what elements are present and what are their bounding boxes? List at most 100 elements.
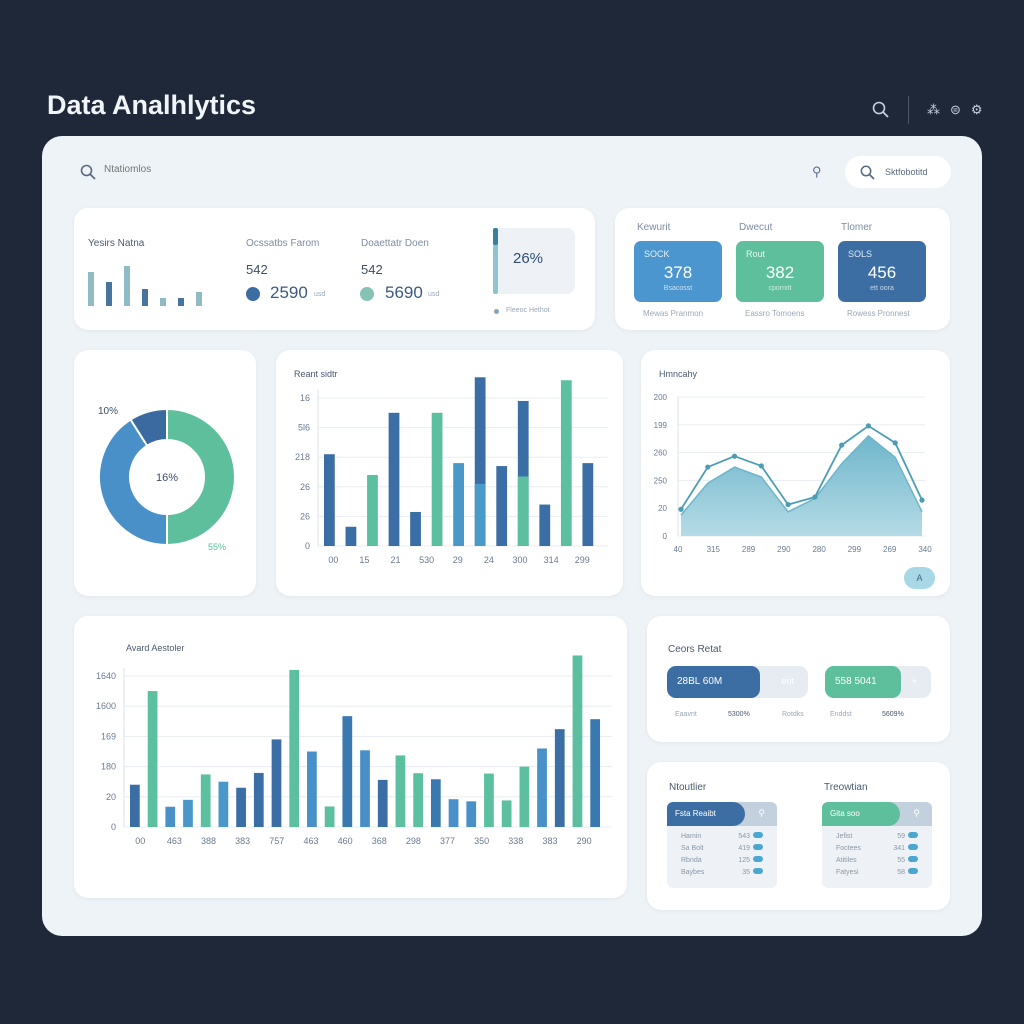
kpi-tile[interactable]: SOCK 378 Bsacosst [634,241,722,302]
bar[interactable] [572,655,583,827]
bar[interactable] [324,806,335,827]
data-point[interactable] [812,494,818,500]
bar[interactable] [324,454,335,546]
data-point[interactable] [785,501,791,508]
bar[interactable] [496,466,508,546]
kpi-tile[interactable]: Rout 382 cpornitt [736,241,824,302]
stat2-metric: 5690 [385,283,423,302]
data-point[interactable] [839,442,845,448]
bar[interactable] [289,669,300,827]
bar[interactable] [519,766,530,827]
bar[interactable] [537,748,547,827]
data-point[interactable] [705,464,711,470]
bar[interactable] [554,729,565,827]
bar[interactable] [453,463,464,546]
caption: 5609% [882,711,904,718]
y-tick-label: 250 [654,476,668,485]
bar[interactable] [360,750,370,827]
bar[interactable] [342,716,353,827]
y-tick-label: 260 [654,449,668,458]
data-point[interactable] [919,497,925,503]
bar-segment[interactable] [474,483,486,546]
bar[interactable] [307,751,317,828]
data-point[interactable] [678,506,684,512]
x-tick-label: 383 [235,836,250,846]
range-bar-1[interactable]: 28BL 60M eut [667,666,808,698]
donut-label: 10% [98,406,118,417]
bar[interactable] [448,799,459,827]
table-row: Rbnda 125 [667,854,777,866]
data-point[interactable] [865,423,872,429]
bar[interactable] [165,806,176,827]
bar[interactable] [466,801,477,827]
range-fill-1: 28BL 60M [667,666,761,698]
donut-slice[interactable] [166,407,236,547]
x-tick-label: 383 [542,836,557,846]
bar[interactable] [388,412,400,546]
x-tick-label: 315 [707,545,721,554]
search-icon [860,165,875,180]
grid-icon[interactable]: ⁂ [927,102,940,117]
table-head[interactable]: Fsta Reaibt [667,802,745,826]
series-line [680,434,923,516]
x-tick-label: 00 [328,555,338,565]
area-chart-card: Hmncahy 0 20 250 260 199 200 40 315 289 290 280 299 2… [641,350,950,596]
area-action-button[interactable]: A [904,567,935,589]
bar[interactable] [200,774,211,827]
bar[interactable] [484,773,494,827]
bar[interactable] [130,784,140,827]
x-tick-label: 314 [544,555,559,565]
bar[interactable] [345,526,357,546]
settings-icon[interactable]: ⚙ [970,102,983,117]
y-tick-label: 169 [101,731,116,741]
bar[interactable] [236,787,246,827]
row-value: 58 [897,869,905,876]
bar[interactable] [474,377,486,546]
search-icon[interactable] [80,164,96,180]
table-head[interactable]: Gita soo [822,802,900,826]
bar[interactable] [377,779,388,827]
bar[interactable] [218,781,229,827]
bar-segment[interactable] [517,476,529,546]
bar[interactable] [539,504,551,546]
bar[interactable] [147,691,158,827]
bar[interactable] [582,463,594,546]
range-tail-2: + [911,676,917,686]
filter-icon[interactable]: ⚲ [812,164,822,179]
range-bar-2[interactable]: 558 5041 + [825,666,931,698]
bar[interactable] [253,772,264,827]
bar[interactable] [501,800,512,827]
mini-bar [178,298,184,306]
globe-icon[interactable]: ⊜ [950,102,961,117]
donut-slice[interactable] [98,418,168,547]
bar[interactable] [413,773,423,827]
search-input[interactable] [104,164,304,175]
donut-card: 16% 10% 55% [74,350,256,596]
table-title: Ntoutlier [669,782,707,793]
bar[interactable] [367,474,378,546]
bar[interactable] [395,755,406,827]
bar[interactable] [410,511,421,546]
pin-icon[interactable]: ⚲ [913,808,920,818]
kpi-tile[interactable]: SOLS 456 ett oora [838,241,926,302]
bar[interactable] [590,719,601,827]
bar[interactable] [430,779,441,827]
pin-icon[interactable]: ⚲ [758,808,765,818]
donut-slice[interactable] [129,407,168,448]
data-point[interactable] [731,453,738,459]
data-point[interactable] [892,440,898,446]
x-tick-label: 269 [883,545,897,554]
kpi-caption: Eassro Tomoens [745,309,805,318]
bar[interactable] [560,380,572,546]
bar[interactable] [517,400,529,546]
bar[interactable] [431,412,443,546]
row-value: 35 [742,869,750,876]
table-row: Foctees 341 [822,842,932,854]
data-point[interactable] [758,463,764,469]
secondary-search[interactable]: Sktfobotitd [845,156,951,188]
bar[interactable] [271,739,282,827]
bar[interactable] [183,799,193,827]
x-tick-label: 463 [303,836,318,846]
search-icon[interactable] [872,101,890,119]
x-tick-label: 15 [359,555,369,565]
